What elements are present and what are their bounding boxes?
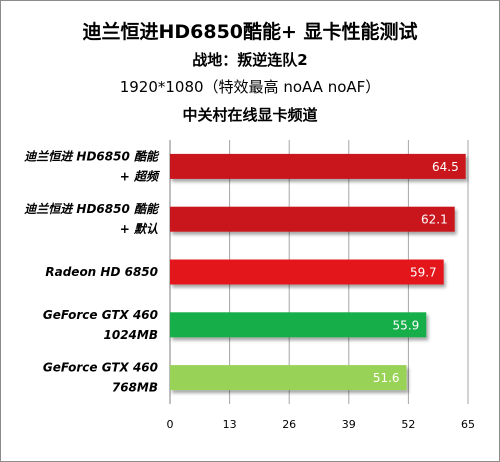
bar <box>170 206 455 232</box>
x-tick-label: 39 <box>342 418 356 431</box>
category-label: + 超频 <box>120 169 161 183</box>
chart-subtitle-game: 战地：叛逆连队2 <box>192 51 308 69</box>
chart-subtitle-settings: 1920*1080（特效最高 noAA noAF） <box>119 78 381 96</box>
bar <box>170 312 427 338</box>
x-tick-label: 52 <box>401 418 415 431</box>
x-tick-label: 26 <box>282 418 296 431</box>
x-tick-label: 0 <box>167 418 174 431</box>
bar-value-label: 59.7 <box>410 266 437 280</box>
category-label: + 默认 <box>120 222 158 236</box>
category-label: GeForce GTX 460 <box>43 361 158 375</box>
chart-subtitle-source: 中关村在线显卡频道 <box>182 106 318 124</box>
bars: 64.5 62.1 59.7 55.9 51.6 <box>170 153 466 391</box>
x-tick-label: 65 <box>461 418 475 431</box>
chart-title: 迪兰恒进HD6850酷能+ 显卡性能测试 <box>82 21 418 43</box>
bar-value-label: 62.1 <box>421 213 448 227</box>
category-label: GeForce GTX 460 <box>43 308 158 322</box>
bar-value-label: 55.9 <box>393 318 420 332</box>
x-axis-tick-labels: 0 13 26 39 52 65 <box>167 418 476 431</box>
bar-value-label: 64.5 <box>432 160 459 174</box>
x-tick-label: 13 <box>223 418 237 431</box>
bar <box>170 153 466 179</box>
category-label: 1024MB <box>104 328 159 342</box>
category-label: 迪兰恒进 HD6850 酷能 <box>24 149 160 163</box>
bar <box>170 259 444 285</box>
category-label: 迪兰恒进 HD6850 酷能 <box>24 202 160 216</box>
category-label: Radeon HD 6850 <box>45 265 158 279</box>
bar-value-label: 51.6 <box>373 371 400 385</box>
category-label: 768MB <box>112 381 158 395</box>
bar <box>170 365 407 391</box>
